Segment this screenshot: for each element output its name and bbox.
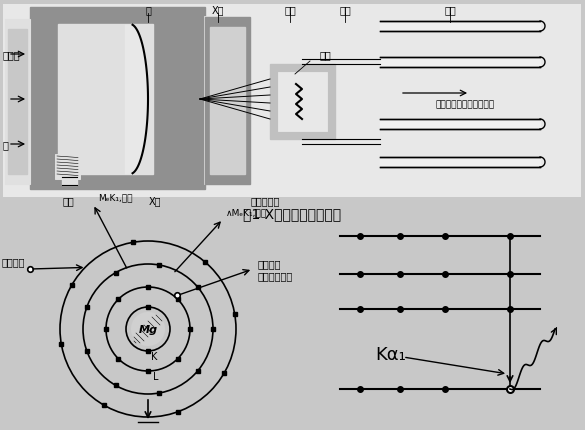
Bar [55, 155, 80, 180]
Text: Mg: Mg [139, 324, 157, 334]
Text: L: L [153, 371, 159, 381]
Bar [380, 120, 540, 130]
Bar [8, 30, 27, 175]
Bar [210, 28, 245, 175]
Text: Kα₁: Kα₁ [375, 345, 406, 363]
Text: 金属聚焦罩: 金属聚焦罩 [250, 196, 280, 206]
Bar [30, 8, 205, 190]
Bar [380, 58, 540, 68]
Bar [270, 65, 335, 140]
Text: X光: X光 [212, 5, 224, 15]
Text: 铍窗: 铍窗 [62, 196, 74, 206]
Text: X光: X光 [149, 196, 161, 206]
Text: 电子: 电子 [319, 50, 331, 60]
Text: K: K [151, 351, 157, 361]
Ellipse shape [132, 313, 164, 345]
Text: 钨丝: 钨丝 [339, 5, 351, 15]
Bar [380, 158, 540, 168]
Bar [278, 73, 327, 132]
Bar [58, 25, 153, 175]
Bar [5, 20, 30, 184]
Text: 二次电子
（真实电子）: 二次电子 （真实电子） [258, 258, 293, 280]
Bar [3, 5, 581, 197]
Text: 接灯丝变压器及高压电源: 接灯丝变压器及高压电源 [435, 100, 494, 109]
Bar [380, 22, 540, 32]
Text: 玻璃: 玻璃 [444, 5, 456, 15]
Text: MₑK₁,光子: MₑK₁,光子 [98, 193, 132, 202]
Text: ∧MₑK₁,光子: ∧MₑK₁,光子 [226, 208, 267, 216]
Text: 靶: 靶 [3, 140, 9, 150]
Text: 铜: 铜 [145, 5, 151, 15]
Text: 图1 X射线管剖面示意图: 图1 X射线管剖面示意图 [243, 206, 341, 221]
Text: 冷却水: 冷却水 [3, 50, 20, 60]
Bar [205, 18, 380, 184]
Text: 真空: 真空 [284, 5, 296, 15]
Bar [205, 18, 250, 184]
Text: 入射电子: 入射电子 [2, 256, 25, 266]
Bar [62, 178, 77, 186]
